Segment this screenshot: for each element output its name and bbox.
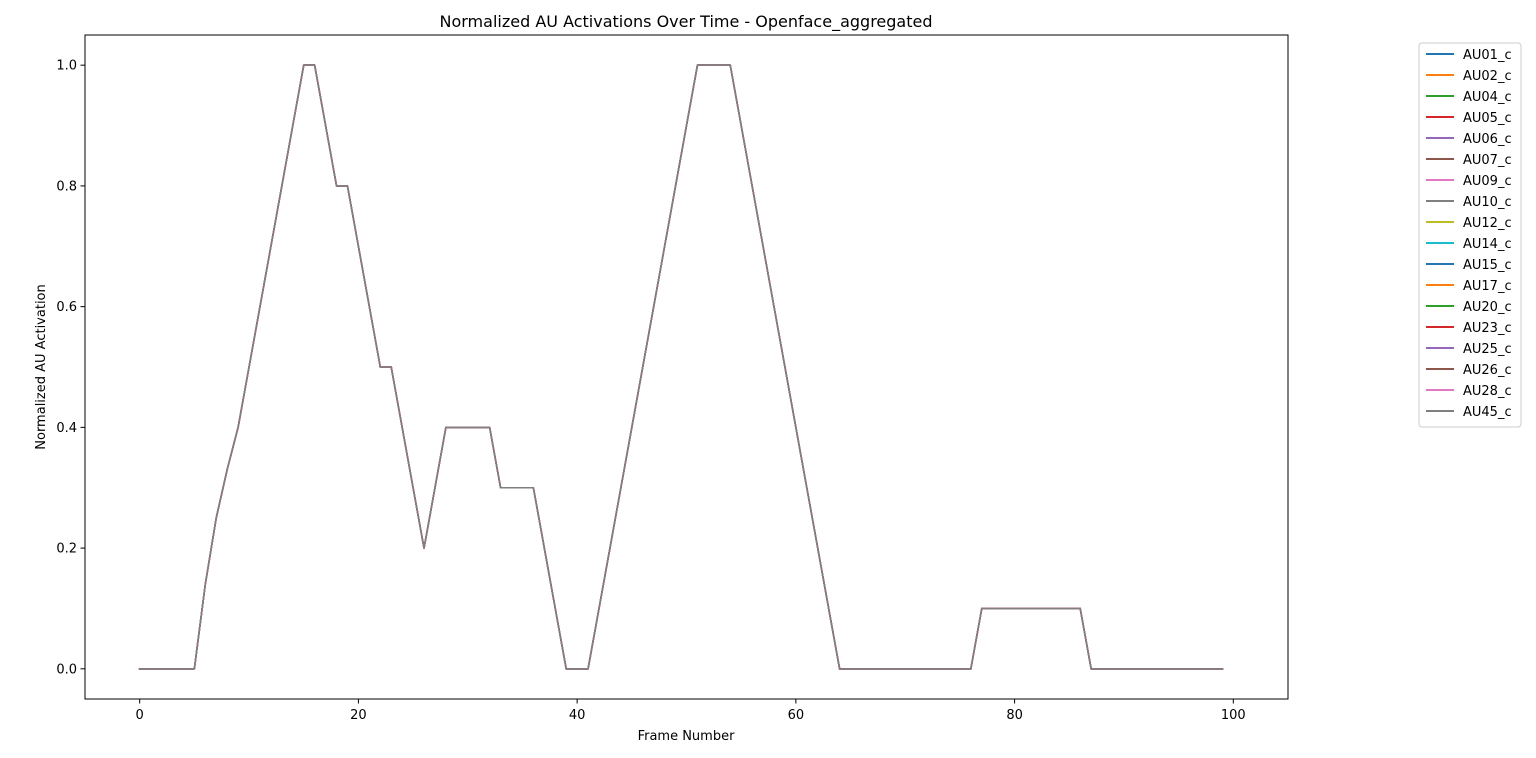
y-tick-label: 0.4 [56, 421, 77, 436]
legend-label: AU06_c [1463, 132, 1512, 147]
legend-label: AU07_c [1463, 153, 1512, 168]
x-tick-label: 0 [136, 708, 144, 723]
chart-title: Normalized AU Activations Over Time - Op… [440, 12, 933, 32]
y-tick-label: 0.0 [56, 662, 77, 677]
legend-label: AU15_c [1463, 258, 1512, 273]
legend-label: AU25_c [1463, 342, 1512, 357]
legend-label: AU04_c [1463, 90, 1512, 105]
legend-label: AU23_c [1463, 321, 1512, 336]
y-tick-label: 0.2 [56, 542, 77, 557]
legend-label: AU02_c [1463, 69, 1512, 84]
legend-label: AU10_c [1463, 195, 1512, 210]
legend-label: AU01_c [1463, 48, 1512, 63]
x-axis-label: Frame Number [638, 729, 736, 744]
y-tick-label: 1.0 [56, 59, 77, 74]
legend-label: AU26_c [1463, 363, 1512, 378]
legend-label: AU17_c [1463, 279, 1512, 294]
x-tick-label: 60 [788, 708, 805, 723]
x-axis-ticks: 0 20 40 60 80 100 [136, 699, 1246, 723]
plot-area-frame [84, 34, 1289, 700]
legend-label: AU05_c [1463, 111, 1512, 126]
legend: AU01_c AU02_c AU04_c AU05_c AU06_c AU07_c AU09… [1418, 42, 1522, 428]
y-tick-label: 0.6 [56, 300, 77, 315]
legend-label: AU45_c [1463, 405, 1512, 420]
legend-label: AU28_c [1463, 384, 1512, 399]
legend-label: AU09_c [1463, 174, 1512, 189]
series-line-au45-c [138, 64, 1224, 670]
y-axis-ticks: 0.0 0.2 0.4 0.6 0.8 1.0 [56, 59, 85, 677]
legend-label: AU14_c [1463, 237, 1512, 252]
x-tick-label: 40 [569, 708, 586, 723]
series-lines [138, 64, 1224, 670]
x-tick-label: 20 [350, 708, 367, 723]
x-tick-label: 80 [1006, 708, 1023, 723]
y-axis-label: Normalized AU Activation [34, 284, 49, 449]
legend-label: AU20_c [1463, 300, 1512, 315]
y-tick-label: 0.8 [56, 179, 77, 194]
x-tick-label: 100 [1221, 708, 1246, 723]
legend-label: AU12_c [1463, 216, 1512, 231]
